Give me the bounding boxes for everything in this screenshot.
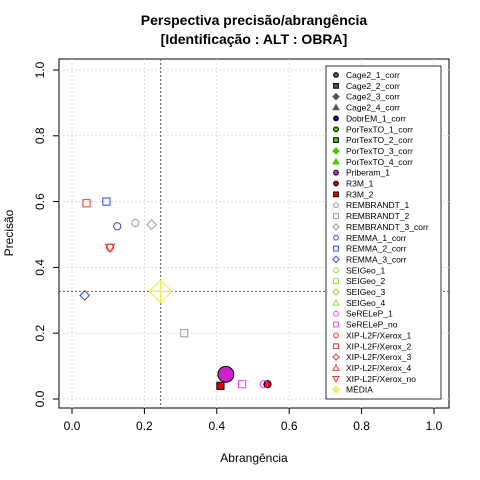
legend-label-r3m-1: R3M_1: [346, 179, 374, 189]
legend-marker-dobrem-1-corr: [333, 115, 339, 122]
legend-label-seigeo-1: SEIGeo_1: [346, 265, 385, 275]
y-axis: 0.0 0.2 0.4 0.6 0.8 1.0: [33, 61, 59, 407]
legend-marker-seigeo-3: [332, 288, 340, 296]
legend-marker-priberam-1: [333, 169, 339, 176]
x-tick-label: 0.2: [136, 419, 153, 433]
legend-marker-seigeo-1: [333, 267, 339, 274]
legend-label-remma-2-corr: REMMA_2_corr: [346, 244, 407, 254]
legend-marker-rembrandt-2: [333, 213, 339, 219]
x-tick-label: 0.0: [64, 419, 81, 433]
legend-marker-seigeo-4: [332, 298, 340, 306]
legend-marker-remma-2-corr: [333, 245, 339, 252]
legend-label-serelep-1: SeRELeP_1: [346, 309, 393, 319]
legend-label-r3m-2: R3M_2: [346, 189, 374, 199]
legend-label-cage2-2-corr: Cage2_2_corr: [346, 81, 400, 91]
y-tick-label: 1.0: [33, 61, 47, 78]
legend-marker-xip-l2f-xerox-1: [333, 332, 339, 339]
point-xip-l2f-xerox-2: [82, 199, 91, 208]
legend-label-seigeo-3: SEIGeo_3: [346, 287, 385, 297]
legend-marker-portexto-3-corr: [332, 147, 340, 155]
y-tick-label: 0.6: [33, 193, 47, 210]
point-xip-l2f-xerox-no: [104, 243, 116, 254]
x-tick-label: 0.4: [208, 419, 225, 433]
point-rembrandt-2: [180, 329, 189, 338]
legend-marker-rembrandt-1: [333, 202, 339, 209]
chart-title-line-1: Perspectiva precisão/abrangência: [141, 12, 368, 28]
legend-marker-xip-l2f-xerox-3: [332, 353, 340, 361]
legend-marker-portexto-4-corr: [332, 157, 340, 165]
data-points: [79, 197, 272, 390]
point-m-dia: [148, 279, 173, 304]
legend-marker-remma-3-corr: [332, 255, 340, 264]
legend-label-xip-l2f-xerox-no: XIP-L2F/Xerox_no: [346, 374, 416, 384]
x-tick-label: 1.0: [426, 419, 443, 433]
point-serelep-no: [238, 380, 247, 389]
x-tick-label: 0.6: [281, 419, 298, 433]
y-tick-label: 0.0: [33, 390, 47, 407]
y-tick-label: 0.4: [33, 259, 47, 276]
legend-label-cage2-3-corr: Cage2_3_corr: [346, 92, 400, 102]
legend-label-rembrandt-2: REMBRANDT_2: [346, 211, 410, 221]
legend-marker-cage2-3-corr: [332, 92, 340, 101]
chart-title-line-2: [Identificação : ALT : OBRA]: [161, 31, 348, 47]
legend-marker-xip-l2f-xerox-no: [332, 376, 340, 383]
legend-marker-xip-l2f-xerox-4: [332, 363, 340, 371]
legend-label-rembrandt-1: REMBRANDT_1: [346, 200, 410, 210]
legend-box: [325, 65, 442, 400]
legend-marker-seigeo-2: [333, 278, 339, 285]
legend-label-xip-l2f-xerox-3: XIP-L2F/Xerox_3: [346, 352, 411, 362]
legend-label-xip-l2f-xerox-2: XIP-L2F/Xerox_2: [346, 341, 411, 351]
legend-label-m-dia: MÉDIA: [346, 385, 373, 395]
legend-label-portexto-3-corr: PorTexTO_3_corr: [346, 146, 413, 156]
point-serelep-1: [259, 380, 268, 389]
y-axis-label: Precisão: [2, 209, 16, 256]
y-tick-label: 0.8: [33, 127, 47, 144]
point-rembrandt-1: [131, 218, 140, 228]
x-axis: 0.0 0.2 0.4 0.6 0.8 1.0: [64, 408, 443, 433]
legend-label-priberam-1: Priberam_1: [346, 168, 390, 178]
legend-label-cage2-4-corr: Cage2_4_corr: [346, 103, 400, 113]
legend-marker-cage2-1-corr: [333, 72, 339, 78]
point-remma-2-corr: [102, 197, 111, 206]
point-rembrandt-3-corr: [146, 219, 158, 231]
y-tick-label: 0.2: [33, 325, 47, 342]
legend-marker-serelep-no: [333, 321, 339, 328]
legend-marker-r3m-1: [333, 180, 339, 187]
legend-marker-cage2-2-corr: [333, 82, 339, 89]
legend-marker-portexto-2-corr: [333, 137, 339, 143]
point-remma-3-corr: [79, 289, 91, 301]
point-priberam-1: [217, 365, 235, 383]
legend-label-portexto-2-corr: PorTexTO_2_corr: [346, 135, 413, 145]
x-tick-label: 0.8: [353, 419, 370, 433]
legend-marker-remma-1-corr: [333, 234, 339, 241]
x-axis-label: Abrangência: [220, 451, 288, 465]
point-r3m-2: [216, 381, 225, 390]
legend-marker-r3m-2: [333, 191, 339, 198]
legend-label-xip-l2f-xerox-4: XIP-L2F/Xerox_4: [346, 363, 411, 373]
legend-marker-rembrandt-3-corr: [332, 223, 340, 231]
legend-marker-m-dia: [332, 385, 340, 394]
legend-label-seigeo-2: SEIGeo_2: [346, 276, 385, 286]
legend-label-cage2-1-corr: Cage2_1_corr: [346, 70, 400, 80]
legend-label-dobrem-1-corr: DobrEM_1_corr: [346, 113, 406, 123]
legend-marker-cage2-4-corr: [332, 103, 340, 111]
legend-label-portexto-1-corr: PorTexTO_1_corr: [346, 124, 413, 134]
legend-label-xip-l2f-xerox-1: XIP-L2F/Xerox_1: [346, 330, 411, 340]
legend-label-remma-3-corr: REMMA_3_corr: [346, 254, 407, 264]
legend-marker-portexto-1-corr: [333, 126, 339, 133]
legend-label-portexto-4-corr: PorTexTO_4_corr: [346, 157, 413, 167]
legend-marker-xip-l2f-xerox-2: [333, 343, 339, 350]
legend-label-remma-1-corr: REMMA_1_corr: [346, 233, 407, 243]
point-remma-1-corr: [113, 222, 122, 231]
legend-label-seigeo-4: SEIGeo_4: [346, 298, 385, 308]
legend: Cage2_1_corrCage2_2_corrCage2_3_corrCage…: [325, 65, 442, 400]
legend-label-serelep-no: SeRELeP_no: [346, 320, 398, 330]
legend-marker-serelep-1: [333, 310, 339, 317]
legend-label-rembrandt-3-corr: REMBRANDT_3_corr: [346, 222, 429, 232]
